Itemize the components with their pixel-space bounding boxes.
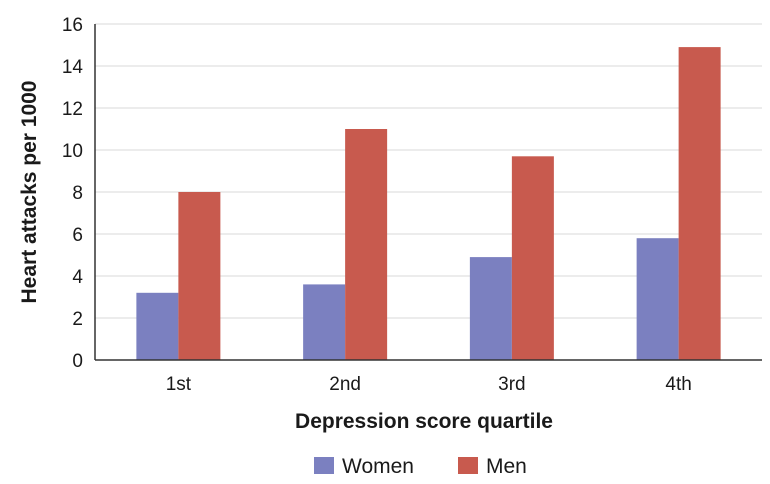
axes [94, 24, 762, 361]
y-tick-label: 4 [72, 267, 83, 288]
x-tick-label: 3rd [498, 374, 525, 395]
y-tick-label: 2 [72, 309, 83, 330]
bar-men-3rd [511, 156, 554, 360]
bars [136, 47, 721, 360]
y-tick-labels: 0 2 4 6 8 10 12 14 16 [62, 15, 84, 372]
y-tick-label: 16 [62, 15, 83, 36]
legend-label-women: Women [342, 455, 414, 478]
bar-women-4th [636, 238, 679, 360]
bar-women-3rd [469, 257, 512, 360]
y-tick-label: 6 [72, 225, 83, 246]
y-axis-title: Heart attacks per 1000 [18, 81, 41, 304]
x-tick-label: 1st [166, 374, 192, 395]
legend-swatch-men [458, 457, 478, 474]
x-tick-labels: 1st 2nd 3rd 4th [166, 374, 692, 395]
y-tick-label: 10 [62, 141, 83, 162]
y-tick-label: 12 [62, 99, 83, 120]
x-axis-title: Depression score quartile [295, 410, 553, 433]
bar-men-4th [678, 47, 721, 360]
legend-swatch-women [314, 457, 334, 474]
bar-women-2nd [303, 284, 346, 360]
x-tick-label: 2nd [329, 374, 361, 395]
bar-men-2nd [345, 129, 388, 360]
y-tick-label: 0 [72, 351, 83, 372]
y-tick-label: 14 [62, 57, 84, 78]
bar-women-1st [136, 292, 179, 360]
legend-label-men: Men [486, 455, 527, 478]
bar-men-1st [178, 192, 221, 360]
x-tick-label: 4th [665, 374, 691, 395]
legend: Women Men [314, 455, 527, 478]
y-tick-label: 8 [72, 183, 83, 204]
